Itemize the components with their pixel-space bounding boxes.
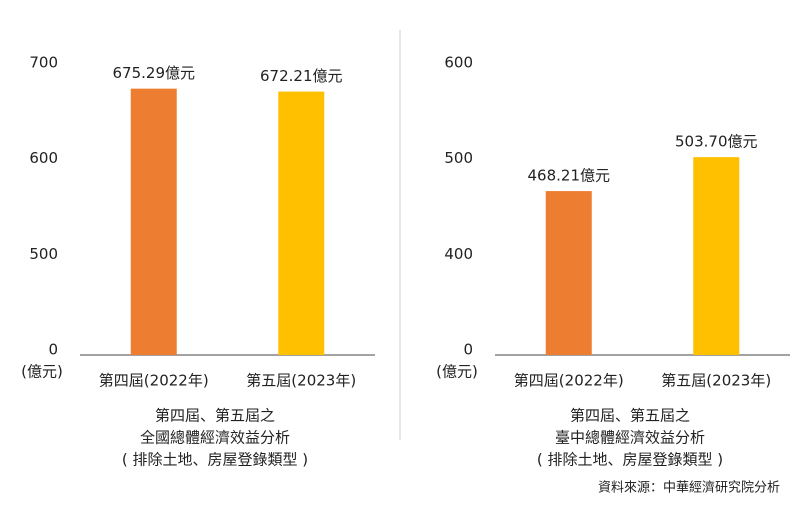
bar <box>693 157 740 355</box>
y-unit: (億元) <box>21 363 63 381</box>
caption: 第四屆、第五屆之 <box>570 407 690 425</box>
caption: 臺中總體經濟效益分析 <box>555 429 705 447</box>
value-label: 468.21億元 <box>528 167 611 185</box>
y-tick-label: 400 <box>444 245 473 263</box>
x-tick-label: 第五屆(2023年) <box>661 372 771 390</box>
y-tick-label: 600 <box>444 54 473 72</box>
x-tick-label: 第五屆(2023年) <box>246 372 356 390</box>
value-label: 503.70億元 <box>675 133 758 151</box>
caption: 全國總體經濟效益分析 <box>140 429 290 447</box>
x-tick-label: 第四屆(2022年) <box>99 372 209 390</box>
caption: 第四屆、第五屆之 <box>155 407 275 425</box>
value-label: 675.29億元 <box>113 64 196 82</box>
source-note: 資料來源：中華經濟研究院分析 <box>598 480 780 496</box>
y-unit: (億元) <box>436 363 478 381</box>
y-tick-label: 700 <box>29 54 58 72</box>
caption: ( 排除土地、房屋登錄類型 ) <box>122 451 308 469</box>
y-tick-label: 0 <box>48 341 58 359</box>
bar <box>130 88 177 356</box>
x-tick-label: 第四屆(2022年) <box>514 372 624 390</box>
y-tick-label: 0 <box>463 341 473 359</box>
bar <box>545 191 592 355</box>
caption: ( 排除土地、房屋登錄類型 ) <box>537 451 723 469</box>
bar <box>278 91 325 356</box>
value-label: 672.21億元 <box>260 67 343 85</box>
y-tick-label: 500 <box>29 245 58 263</box>
y-tick-label: 600 <box>29 149 58 167</box>
y-tick-label: 500 <box>444 149 473 167</box>
